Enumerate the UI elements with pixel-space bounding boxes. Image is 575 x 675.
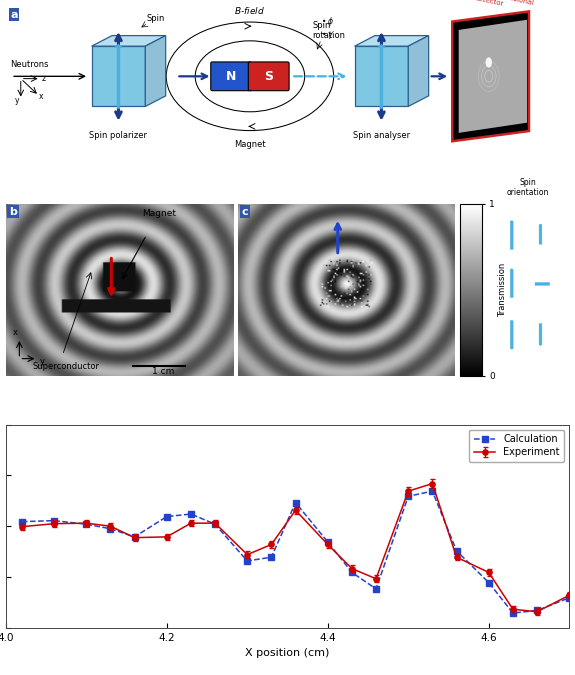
- Text: Magnet: Magnet: [142, 209, 176, 218]
- Polygon shape: [355, 46, 408, 107]
- Text: • $\phi$
• $\gamma$: • $\phi$ • $\gamma$: [321, 16, 335, 41]
- Calculation: [405, 492, 412, 500]
- Polygon shape: [91, 36, 166, 46]
- Text: Spin
rotation: Spin rotation: [313, 21, 346, 40]
- Text: y: y: [40, 357, 45, 366]
- Calculation: [566, 594, 573, 602]
- Text: x: x: [13, 327, 18, 337]
- Calculation: [212, 520, 218, 529]
- Text: z: z: [41, 74, 45, 83]
- Text: Neutrons: Neutrons: [10, 60, 48, 69]
- Calculation: [348, 568, 355, 576]
- Calculation: [485, 578, 492, 587]
- Polygon shape: [459, 20, 527, 133]
- Calculation: [18, 518, 25, 526]
- Text: Spin polarizer: Spin polarizer: [90, 130, 147, 140]
- FancyBboxPatch shape: [211, 62, 251, 90]
- Text: x: x: [39, 92, 44, 101]
- Calculation: [534, 606, 540, 614]
- Calculation: [131, 533, 138, 541]
- Text: N: N: [226, 70, 236, 83]
- Text: $B$-field: $B$-field: [235, 5, 266, 16]
- Line: Calculation: Calculation: [19, 489, 572, 616]
- Text: b: b: [9, 207, 17, 217]
- Text: Superconductor: Superconductor: [33, 362, 100, 371]
- Calculation: [268, 553, 275, 561]
- Calculation: [453, 547, 460, 555]
- Text: y: y: [14, 97, 19, 105]
- X-axis label: X position (cm): X position (cm): [246, 648, 329, 658]
- Calculation: [292, 499, 299, 507]
- Polygon shape: [91, 46, 145, 107]
- Text: 1 cm: 1 cm: [152, 367, 175, 376]
- Polygon shape: [145, 36, 166, 107]
- Calculation: [107, 524, 114, 533]
- Calculation: [324, 538, 331, 546]
- Calculation: [509, 609, 516, 617]
- Text: a: a: [10, 9, 18, 20]
- Calculation: [163, 512, 170, 520]
- Text: Two-dimensional
detector: Two-dimensional detector: [475, 0, 534, 14]
- Text: c: c: [242, 207, 248, 217]
- Y-axis label: Transmission: Transmission: [498, 263, 507, 317]
- Text: Spin analyser: Spin analyser: [353, 130, 410, 140]
- Text: S: S: [264, 70, 273, 83]
- Polygon shape: [408, 36, 428, 107]
- Calculation: [187, 510, 194, 518]
- Text: Magnet: Magnet: [234, 140, 266, 148]
- Legend: Calculation, Experiment: Calculation, Experiment: [469, 429, 565, 462]
- Ellipse shape: [485, 57, 492, 68]
- Calculation: [244, 557, 251, 565]
- FancyBboxPatch shape: [248, 62, 289, 90]
- Calculation: [51, 516, 58, 524]
- Text: Spin
orientation: Spin orientation: [507, 178, 549, 197]
- Polygon shape: [453, 11, 529, 141]
- Text: Spin: Spin: [147, 14, 164, 23]
- Polygon shape: [355, 36, 428, 46]
- Calculation: [373, 585, 380, 593]
- Calculation: [429, 487, 436, 495]
- Calculation: [83, 520, 90, 529]
